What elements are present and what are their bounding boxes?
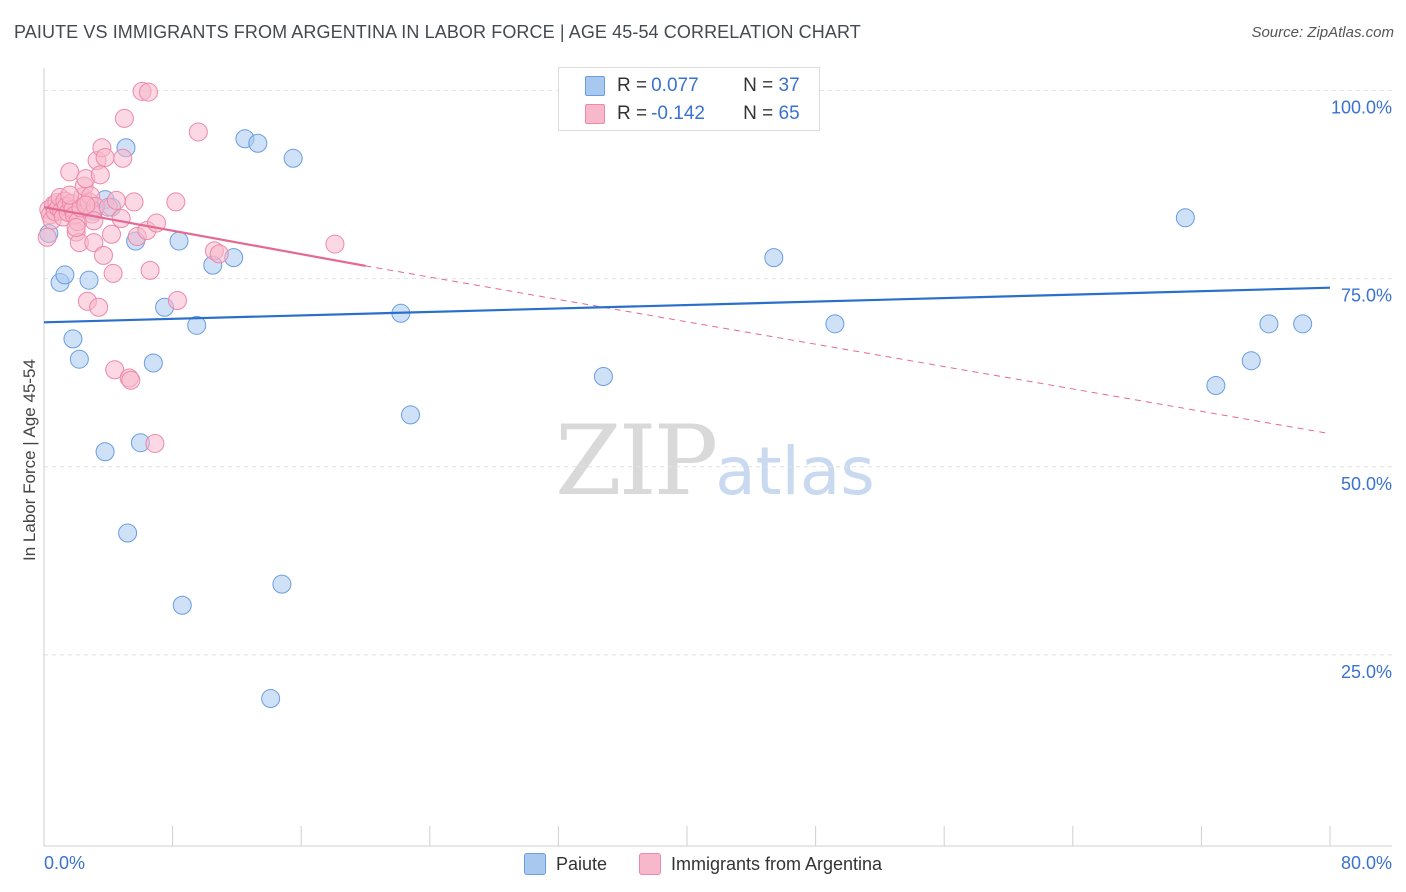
point-argentina <box>138 82 158 102</box>
chart-title: PAIUTE VS IMMIGRANTS FROM ARGENTINA IN L… <box>14 22 861 42</box>
point-argentina <box>111 208 131 228</box>
point-argentina <box>95 148 115 168</box>
watermark: ZIPatlas <box>555 405 875 517</box>
point-paiute <box>248 133 268 153</box>
legend-swatch-paiute <box>585 76 605 96</box>
y-tick-label: 75.0% <box>1341 286 1392 306</box>
legend-n-value: 65 <box>778 103 800 124</box>
x-tick-label: 80.0% <box>1341 853 1392 873</box>
point-argentina <box>209 244 229 264</box>
legend-r-label: R = <box>617 75 648 96</box>
point-paiute <box>825 314 845 334</box>
point-paiute <box>63 329 83 349</box>
point-argentina <box>66 218 86 238</box>
point-argentina <box>102 224 122 244</box>
legend-r-label: R = <box>617 103 648 124</box>
legend: R = 0.077 N = 37 R = -0.142 N = 65 <box>558 67 820 131</box>
point-paiute <box>118 523 138 543</box>
legend-r-value: 0.077 <box>651 75 699 96</box>
point-paiute <box>187 315 207 335</box>
series-legend-argentina[interactable]: Immigrants from Argentina <box>638 853 883 875</box>
point-paiute <box>764 248 784 268</box>
point-paiute <box>143 353 163 373</box>
point-argentina <box>114 108 134 128</box>
point-argentina <box>60 162 80 182</box>
point-argentina <box>124 192 144 212</box>
trend-line-argentina-extended <box>365 265 1331 435</box>
y-tick-label: 50.0% <box>1341 474 1392 494</box>
series-label-argentina: Immigrants from Argentina <box>670 853 883 874</box>
point-argentina <box>166 192 186 212</box>
point-argentina <box>188 122 208 142</box>
y-tick-label: 100.0% <box>1331 98 1392 118</box>
trend-line-argentina <box>43 206 366 267</box>
legend-row-argentina: R = -0.142 N = 65 <box>585 102 800 126</box>
point-paiute <box>1259 314 1279 334</box>
x-tick-label: 0.0% <box>44 853 85 873</box>
legend-row-paiute: R = 0.077 N = 37 <box>585 74 800 98</box>
point-paiute <box>283 148 303 168</box>
point-argentina <box>93 245 113 265</box>
legend-n-value: 37 <box>778 75 800 96</box>
point-paiute <box>55 265 75 285</box>
series-legend-paiute[interactable]: Paiute <box>523 853 607 875</box>
point-argentina <box>37 227 57 247</box>
point-paiute <box>95 442 115 462</box>
point-argentina <box>167 291 187 310</box>
point-paiute <box>401 405 421 425</box>
series-legend: Paiute Immigrants from Argentina <box>0 852 1406 876</box>
point-paiute <box>169 231 189 251</box>
watermark-zip: ZIP <box>555 405 718 517</box>
legend-n-label: N = <box>743 103 774 124</box>
point-argentina <box>113 148 133 168</box>
point-paiute <box>261 689 281 709</box>
point-paiute <box>593 366 613 386</box>
legend-swatch-argentina <box>585 104 605 124</box>
watermark-atlas: atlas <box>715 433 875 510</box>
legend-n-label: N = <box>743 75 774 96</box>
point-argentina <box>106 190 126 210</box>
trend-line-paiute <box>43 286 1331 324</box>
point-argentina <box>84 233 104 253</box>
legend-r-value: -0.142 <box>651 103 705 124</box>
point-argentina <box>90 165 110 185</box>
point-argentina <box>325 234 345 254</box>
series-swatch-paiute <box>523 853 546 875</box>
series-swatch-argentina <box>638 853 661 875</box>
point-argentina <box>121 370 141 390</box>
point-paiute <box>1206 376 1226 396</box>
point-argentina <box>60 185 80 205</box>
point-paiute <box>1175 208 1195 228</box>
point-argentina <box>105 360 125 380</box>
point-argentina <box>145 433 165 453</box>
series-label-paiute: Paiute <box>555 853 607 874</box>
point-paiute <box>172 595 192 615</box>
point-argentina <box>103 263 123 283</box>
point-paiute <box>1241 351 1261 371</box>
point-argentina <box>89 297 109 317</box>
point-paiute <box>79 270 99 290</box>
point-paiute <box>69 349 89 369</box>
point-argentina <box>76 195 96 215</box>
y-tick-label: 25.0% <box>1341 662 1392 682</box>
point-argentina <box>140 260 160 280</box>
source-label: Source: ZipAtlas.com <box>1251 24 1394 41</box>
point-paiute <box>272 574 292 594</box>
point-paiute <box>1293 314 1313 334</box>
